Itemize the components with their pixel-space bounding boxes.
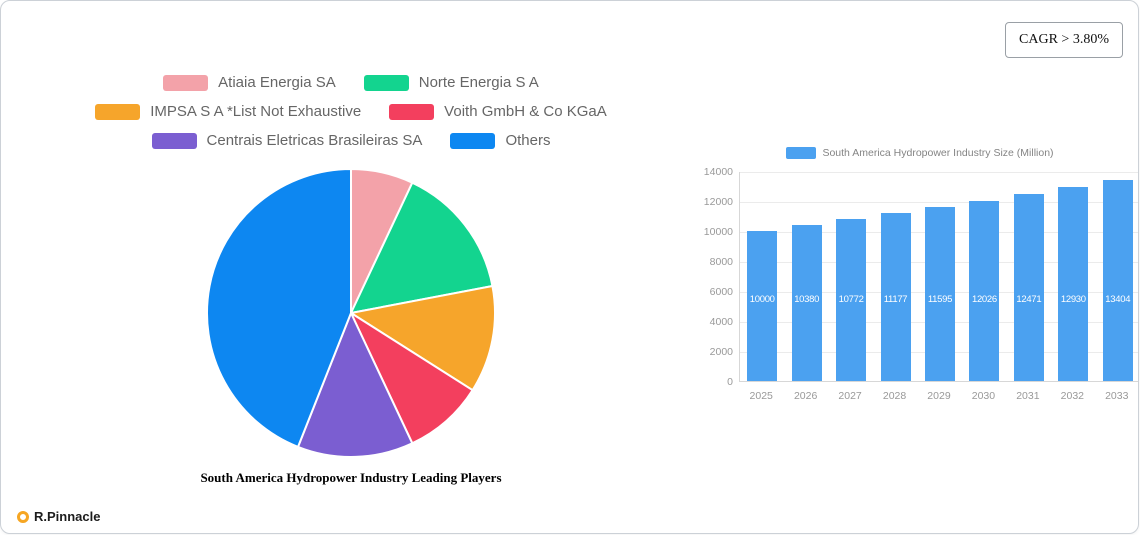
gridline	[740, 172, 1138, 173]
bar-value-label: 11177	[883, 294, 908, 305]
legend-swatch	[151, 133, 197, 149]
legend-label: Atiaia Energia SA	[218, 74, 336, 91]
bar-value-label: 13404	[1105, 294, 1131, 305]
bar-2028[interactable]: 11177	[880, 213, 911, 381]
legend-item-norte-energia-s-a[interactable]: Norte Energia S A	[363, 74, 539, 91]
y-axis-label: 0	[727, 376, 733, 388]
legend-label: IMPSA S A *List Not Exhaustive	[150, 103, 362, 120]
bar-value-label: 10380	[794, 294, 820, 305]
y-axis-label: 12000	[703, 196, 733, 208]
gridline	[740, 202, 1138, 203]
legend-item-others[interactable]: Others	[450, 133, 550, 149]
bar-2029[interactable]: 11595	[925, 207, 955, 381]
pie-slice-voith-gmbh-co-kgaa[interactable]	[348, 310, 474, 445]
bar-2030[interactable]: 12026	[969, 200, 1000, 381]
legend-item-atiaia-energia-sa[interactable]: Atiaia Energia SA	[163, 75, 336, 91]
x-axis: 2025 2026 2027 2028 2029 2030 2031 2032 2033	[739, 390, 1138, 404]
legend-item-impsa-s-a-list-not-exhaustive[interactable]: IMPSA S A *List Not Exhaustive	[95, 104, 361, 120]
y-axis-label: 6000	[709, 286, 733, 298]
y-axis-label: 14000	[703, 166, 733, 178]
legend-label: Centrais Eletricas Brasileiras SA	[206, 132, 423, 149]
bar-legend-swatch	[786, 147, 817, 159]
bar-2027[interactable]: 10772	[836, 219, 867, 381]
pie-chart	[206, 167, 496, 458]
bar-2033[interactable]: 13404	[1102, 179, 1133, 381]
legend-label: Voith GmbH & Co KGaA	[444, 103, 607, 120]
legend-swatch	[95, 104, 141, 120]
legend-item-voith-gmbh-co-kgaa[interactable]: Voith GmbH & Co KGaA	[389, 104, 607, 120]
legend-swatch	[363, 75, 409, 91]
legend-label: Others	[505, 132, 551, 149]
x-axis-label: 2027	[838, 390, 862, 402]
bar-chart-section: South America Hydropower Industry Size (…	[699, 146, 1138, 412]
brand-name: R.Pinnacle	[34, 509, 101, 524]
bar-value-label: 12930	[1060, 294, 1086, 305]
bar-value-label: 10772	[838, 294, 864, 305]
pie-slice-impsa-s-a-list-not-exhaustive[interactable]	[348, 284, 496, 392]
legend-swatch	[450, 133, 496, 149]
legend-swatch	[163, 75, 209, 91]
x-axis-label: 2031	[1016, 390, 1040, 402]
pie-slice-others[interactable]	[206, 167, 352, 449]
bar-2025[interactable]: 10000	[747, 231, 778, 381]
x-axis-label: 2028	[882, 390, 907, 402]
y-axis-label: 8000	[709, 256, 733, 268]
legend-item-centrais-eletricas-brasileiras-sa[interactable]: Centrais Eletricas Brasileiras SA	[151, 132, 423, 149]
bar-value-label: 12026	[971, 294, 997, 305]
bar-2026[interactable]: 10380	[791, 225, 822, 381]
legend-swatch	[389, 104, 435, 120]
cagr-badge: CAGR > 3.80%	[1005, 22, 1123, 58]
x-axis-label: 2032	[1060, 390, 1084, 402]
y-axis-label: 4000	[709, 316, 733, 328]
bar-value-label: 12471	[1016, 294, 1042, 305]
x-axis-label: 2030	[971, 390, 996, 402]
y-axis-label: 10000	[703, 226, 733, 238]
bar-2031[interactable]: 12471	[1013, 193, 1044, 381]
y-axis-label: 2000	[709, 346, 733, 358]
brand-logo: R.Pinnacle	[17, 509, 100, 524]
legend-label: Norte Energia S A	[418, 74, 539, 91]
bar-plot-area: 0 2000 4000 6000 8000 10000 12000 14000 10000 10…	[699, 166, 1138, 412]
bar-plot: 10000 10380 10772 11177 11595 12026 12471 12930…	[739, 172, 1138, 382]
bar-value-label: 10000	[749, 294, 775, 305]
bar-chart-legend[interactable]: South America Hydropower Industry Size (…	[699, 146, 1138, 160]
bar-legend-label: South America Hydropower Industry Size (…	[822, 147, 1054, 159]
pie-chart-section: Atiaia Energia SA Norte Energia S A IMPSA …	[41, 75, 661, 486]
y-axis: 0 2000 4000 6000 8000 10000 12000 14000	[699, 166, 733, 388]
x-axis-label: 2029	[927, 390, 951, 402]
bar-2032[interactable]: 12930	[1058, 187, 1089, 381]
pie-legend: Atiaia Energia SA Norte Energia S A IMPSA …	[71, 75, 631, 149]
x-axis-label: 2025	[749, 390, 773, 402]
pie-slice-norte-energia-s-a[interactable]	[349, 181, 494, 315]
x-axis-label: 2033	[1105, 390, 1129, 402]
brand-ring-icon	[17, 510, 29, 523]
x-axis-label: 2026	[793, 390, 818, 402]
pie-chart-title: South America Hydropower Industry Leadin…	[200, 470, 502, 485]
pie-slice-centrais-eletricas-brasileiras-sa[interactable]	[296, 310, 414, 458]
bar-value-label: 11595	[927, 294, 953, 305]
